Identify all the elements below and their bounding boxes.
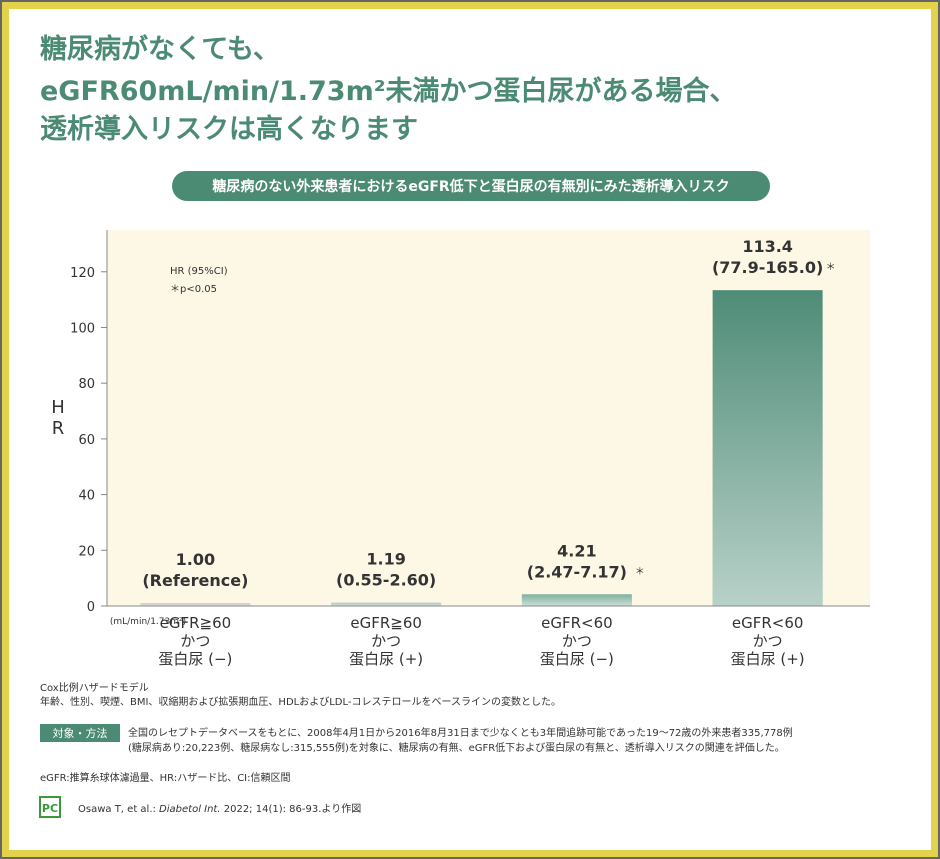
bar-shade (712, 290, 823, 606)
reference-part: 2022; 14(1): 86-93.より作図 (221, 803, 362, 815)
ci-label: (2.47-7.17) (527, 562, 627, 581)
x-tick-label: eGFR≧60 (350, 614, 422, 632)
legend-line: ＊p<0.05 (170, 284, 217, 295)
x-tick-label: 蛋白尿 (+) (349, 650, 423, 668)
reference: Osawa T, et al.: Diabetol Int. 2022; 14(… (78, 803, 361, 815)
x-unit: (mL/min/1.73m²) (110, 617, 186, 627)
bar-shade (140, 603, 251, 606)
ci-text: (Reference) (142, 571, 248, 590)
note: Cox比例ハザードモデル (40, 681, 149, 694)
value-label: 4.21 (557, 541, 596, 560)
reference-part: Diabetol Int. (159, 804, 221, 815)
title-line: 糖尿病がなくても、 (40, 33, 280, 65)
value-label: 1.19 (366, 550, 405, 569)
title-line: eGFR60mL/min/1.73m²未満かつ蛋白尿がある場合、 (40, 75, 737, 107)
x-tick-label: かつ (180, 632, 210, 650)
method-badge-text: 対象・方法 (53, 726, 108, 740)
x-tick-label: eGFR≧60 (160, 614, 232, 632)
ci-text: (2.47-7.17) (527, 562, 627, 581)
method-badge (40, 724, 120, 742)
y-tick-label: 20 (78, 544, 95, 559)
y-tick-label: 60 (78, 433, 95, 448)
x-tick-label: 蛋白尿 (+) (731, 650, 805, 668)
x-tick-label: 蛋白尿 (−) (158, 650, 232, 668)
reference-part: Osawa T, et al.: (78, 804, 159, 815)
x-tick-label: eGFR<60 (541, 614, 613, 632)
subtitle-pill (172, 171, 770, 201)
legend-line: HR (95%CI) (170, 266, 228, 277)
note: 年齢、性別、喫煙、BMI、収縮期および拡張期血圧、HDLおよびLDL-コレステロ… (40, 695, 561, 708)
y-axis-label: HR (48, 397, 69, 439)
logo-text: PC (42, 802, 58, 815)
ci-label: (Reference) (142, 571, 248, 590)
y-tick-label: 100 (70, 321, 95, 336)
ci-label: (0.55-2.60) (336, 571, 436, 590)
chart-title: 糖尿病のない外来患者におけるeGFR低下と蛋白尿の有無別にみた透析導入リスク (212, 178, 729, 195)
ci-text: (0.55-2.60) (336, 571, 436, 590)
x-tick-label: eGFR<60 (732, 614, 804, 632)
y-tick-label: 0 (87, 600, 95, 615)
significance-mark: ＊ (826, 262, 836, 273)
y-tick-label: 80 (78, 377, 95, 392)
x-tick-label: かつ (562, 632, 592, 650)
x-tick-label: かつ (753, 632, 783, 650)
significance-mark: ＊ (635, 566, 645, 577)
value-label: 113.4 (742, 237, 793, 256)
bar-shade (331, 602, 442, 606)
y-tick-label: 40 (78, 489, 95, 504)
method-text: (糖尿病あり:20,223例、糖尿病なし:315,555例)を対象に、糖尿病の有… (128, 741, 785, 754)
value-label: 1.00 (176, 550, 215, 569)
x-tick-label: かつ (371, 632, 401, 650)
ci-text: (77.9-165.0) (712, 258, 823, 277)
title-line: 透析導入リスクは高くなります (40, 113, 418, 145)
bar-shade (521, 594, 632, 606)
logo-box (39, 796, 61, 818)
abbreviations: eGFR:推算糸球体濾過量、HR:ハザード比、CI:信頼区間 (40, 771, 291, 784)
x-tick-label: 蛋白尿 (−) (540, 650, 614, 668)
y-tick-label: 120 (70, 266, 95, 281)
method-text: 全国のレセプトデータベースをもとに、2008年4月1日から2016年8月31日ま… (128, 726, 793, 739)
ci-label: (77.9-165.0) (712, 258, 823, 277)
